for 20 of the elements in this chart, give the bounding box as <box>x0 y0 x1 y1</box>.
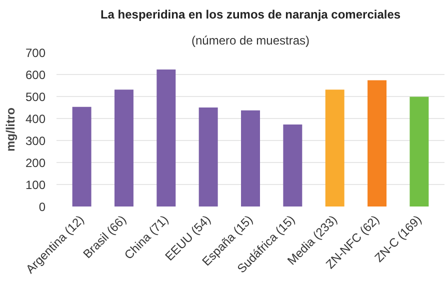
bar <box>368 80 387 206</box>
bar <box>198 108 218 206</box>
y-tick-label: 700 <box>25 46 46 60</box>
bar <box>410 96 429 206</box>
bar <box>114 90 134 206</box>
bar <box>72 106 92 206</box>
y-tick-label: 400 <box>25 112 46 126</box>
y-tick-label: 500 <box>25 90 46 104</box>
bar <box>325 90 344 206</box>
bar <box>156 69 176 206</box>
y-tick-label: 0 <box>38 200 46 214</box>
y-axis-title: mg/litro <box>3 108 18 152</box>
y-tick-label: 200 <box>25 156 46 170</box>
chart-subtitle: (número de muestras) <box>191 34 310 48</box>
y-tick-label: 300 <box>25 134 46 148</box>
bar <box>283 124 302 206</box>
chart-title: La hesperidina en los zumos de naranja comerciales <box>100 8 401 22</box>
bar <box>241 110 260 206</box>
y-tick-label: 100 <box>25 178 46 192</box>
y-tick-label: 600 <box>25 68 46 82</box>
